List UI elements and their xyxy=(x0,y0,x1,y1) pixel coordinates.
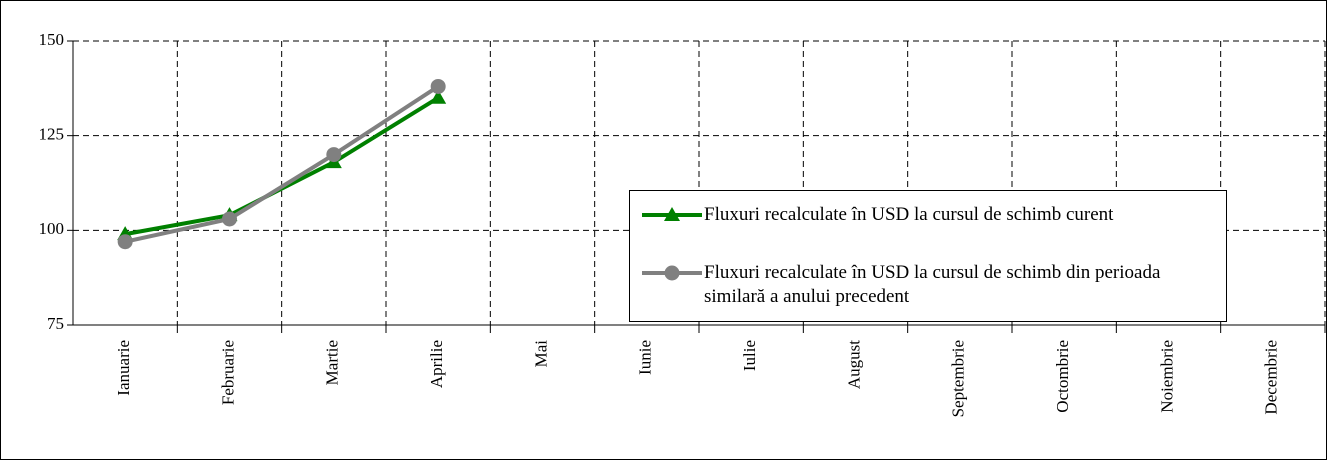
marker xyxy=(664,207,680,221)
marker xyxy=(117,234,133,250)
y-tick-label: 100 xyxy=(39,219,65,238)
x-tick-label: Noiembrie xyxy=(1157,340,1176,413)
legend-label: Fluxuri recalculate în USD la cursul de … xyxy=(704,262,1161,307)
series-line xyxy=(124,84,440,244)
x-tick-label: Aprilie xyxy=(427,340,446,388)
marker xyxy=(430,89,447,104)
x-tick-label: Ianuarie xyxy=(114,340,133,396)
marker xyxy=(326,147,342,163)
marker xyxy=(222,211,237,227)
y-tick-label: 125 xyxy=(39,125,65,144)
marker xyxy=(664,265,680,281)
x-tick-label: Septembrie xyxy=(949,340,968,417)
x-tick-label: August xyxy=(844,340,863,389)
legend-entry: Fluxuri recalculate în USD la cursul de … xyxy=(640,261,1214,309)
legend-swatch xyxy=(642,207,702,221)
x-tick-label: Martie xyxy=(323,340,342,385)
legend-swatch xyxy=(642,265,702,281)
x-tick-label: Iulie xyxy=(740,340,759,371)
marker xyxy=(430,78,446,94)
x-tick-label: Decembrie xyxy=(1262,340,1281,415)
legend: Fluxuri recalculate în USD la cursul de … xyxy=(629,190,1227,322)
y-tick-label: 150 xyxy=(39,30,65,49)
x-tick-label: Februarie xyxy=(218,340,237,405)
legend-label: Fluxuri recalculate în USD la cursul de … xyxy=(704,204,1114,225)
x-tick-label: Mai xyxy=(531,340,550,368)
x-tick-label: Iunie xyxy=(636,340,655,375)
y-tick-label: 75 xyxy=(47,314,64,333)
x-tick-label: Octombrie xyxy=(1053,340,1072,413)
legend-entry: Fluxuri recalculate în USD la cursul de … xyxy=(640,203,1214,227)
